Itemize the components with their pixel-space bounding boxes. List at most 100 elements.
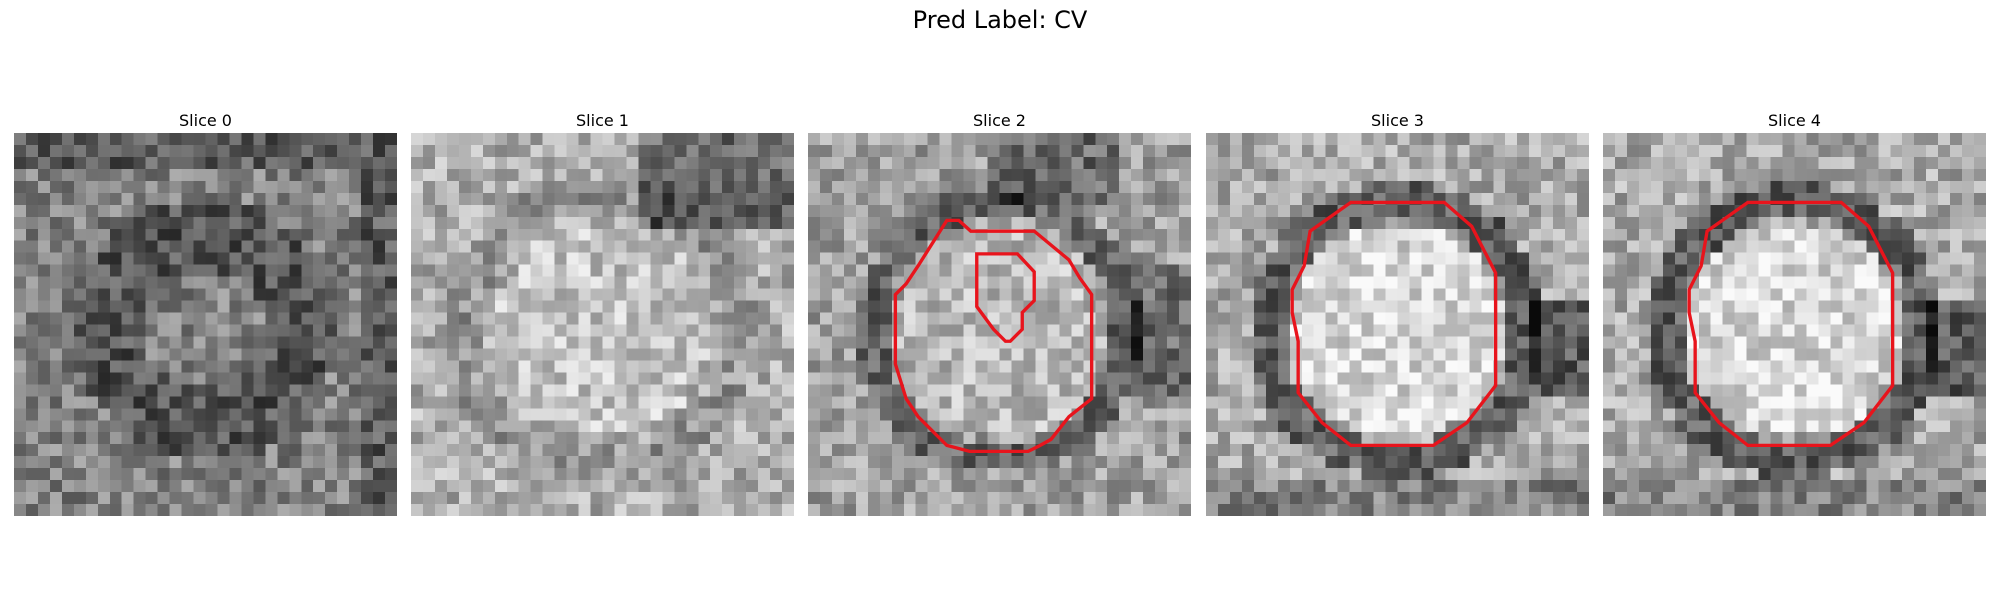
pixel	[458, 420, 472, 433]
pixel	[1241, 456, 1255, 469]
pixel	[1974, 300, 1986, 313]
pixel	[530, 168, 543, 182]
pixel	[710, 384, 723, 397]
pixel	[1710, 444, 1723, 457]
pixel	[1974, 264, 1986, 277]
pixel	[1229, 300, 1243, 313]
pixel	[313, 276, 326, 289]
pixel	[843, 252, 857, 265]
pixel	[879, 204, 893, 218]
pixel	[782, 396, 794, 409]
pixel	[241, 276, 254, 289]
pixel	[1603, 300, 1616, 313]
pixel	[37, 180, 51, 194]
pixel	[819, 336, 833, 349]
pixel	[963, 252, 976, 265]
pixel	[1349, 444, 1362, 457]
pixel	[951, 180, 964, 194]
pixel	[470, 168, 484, 182]
pixel	[313, 264, 326, 277]
pixel	[121, 252, 134, 265]
pixel	[121, 336, 134, 349]
pixel	[698, 216, 711, 229]
pixel	[1950, 240, 1963, 253]
pixel	[1011, 408, 1024, 421]
pixel	[1626, 300, 1640, 313]
pixel	[1167, 408, 1180, 421]
pixel	[542, 444, 555, 457]
pixel	[1155, 384, 1168, 397]
pixel	[939, 240, 952, 253]
pixel	[169, 300, 182, 313]
pixel	[193, 372, 206, 385]
pixel	[1469, 336, 1482, 349]
pixel	[301, 432, 314, 445]
pixel	[482, 480, 496, 493]
pixel	[1493, 204, 1506, 218]
pixel	[1349, 336, 1362, 349]
pixel	[1686, 456, 1699, 469]
pixel	[1914, 264, 1927, 277]
pixel	[1529, 348, 1542, 361]
pixel	[1902, 228, 1915, 241]
pixel	[1830, 240, 1843, 253]
pixel	[494, 216, 507, 229]
pixel	[1457, 336, 1470, 349]
pixel	[831, 432, 845, 445]
pixel	[1301, 444, 1314, 457]
pixel	[1950, 420, 1963, 433]
pixel	[518, 168, 531, 182]
pixel	[1229, 252, 1243, 265]
pixel	[1662, 288, 1676, 301]
pixel	[1325, 288, 1338, 301]
pixel	[1902, 288, 1915, 301]
pixel	[1155, 180, 1168, 194]
pixel	[205, 504, 218, 516]
pixel	[1229, 420, 1243, 433]
pixel	[1301, 204, 1314, 218]
pixel	[241, 372, 254, 385]
pixel	[710, 468, 723, 481]
segmentation-contour-outer	[893, 218, 1094, 454]
pixel	[313, 492, 326, 505]
pixel	[1686, 204, 1699, 218]
pixel	[25, 240, 39, 253]
pixel	[1505, 168, 1518, 182]
pixel	[1662, 324, 1676, 337]
pixel	[1710, 252, 1723, 265]
pixel	[1698, 156, 1711, 170]
pixel	[373, 336, 386, 349]
pixel	[1614, 432, 1628, 445]
pixel	[1674, 312, 1688, 325]
pixel	[999, 133, 1012, 146]
pixel	[470, 192, 484, 206]
pixel	[109, 444, 122, 457]
pixel	[1119, 504, 1132, 516]
pixel	[1217, 276, 1231, 289]
pixel	[1119, 144, 1132, 158]
pixel	[1397, 168, 1410, 182]
pixel	[1445, 216, 1458, 229]
pixel	[337, 324, 350, 337]
pixel	[1517, 144, 1530, 158]
pixel	[109, 360, 122, 373]
pixel	[1614, 228, 1628, 241]
pixel	[891, 468, 904, 481]
pixel	[1938, 228, 1951, 241]
pixel	[61, 432, 75, 445]
pixel	[1746, 408, 1759, 421]
pixel	[1241, 276, 1255, 289]
pixel	[422, 144, 436, 158]
pixel	[746, 324, 759, 337]
pixel	[1505, 456, 1518, 469]
pixel	[25, 180, 39, 194]
pixel	[1277, 504, 1291, 516]
pixel	[1409, 288, 1422, 301]
pixel	[1265, 456, 1279, 469]
pixel	[482, 396, 496, 409]
pixel	[49, 192, 63, 206]
pixel	[1806, 204, 1819, 218]
pixel	[1662, 372, 1676, 385]
pixel	[566, 276, 579, 289]
pixel	[1565, 324, 1578, 337]
